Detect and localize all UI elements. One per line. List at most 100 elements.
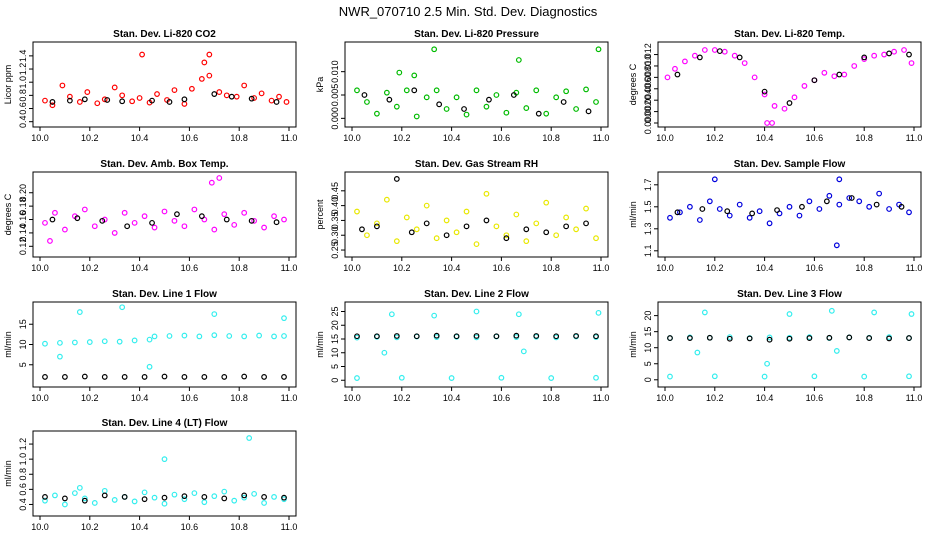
data-point	[453, 94, 460, 101]
data-point	[548, 375, 555, 381]
data-point	[124, 223, 131, 230]
y-tick-label: 0.010	[643, 55, 653, 78]
data-point	[393, 103, 400, 110]
panel-grid: Stan. Dev. Li-820 CO2 Licor ppm 10.0 10.2 10…	[3, 29, 922, 532]
data-point	[374, 333, 380, 340]
data-point	[146, 336, 153, 343]
data-point	[523, 226, 530, 233]
data-point	[593, 99, 599, 105]
data-point	[191, 206, 198, 213]
x-tick-label: 11.0	[593, 263, 610, 273]
data-point	[261, 374, 268, 380]
panel-10: Stan. Dev. Line 4 (LT) Flow ml/min 10.0 10.…	[3, 418, 297, 532]
data-point	[873, 201, 880, 208]
data-point	[473, 241, 480, 248]
data-point	[493, 333, 500, 340]
data-point	[383, 196, 390, 203]
data-point	[161, 373, 168, 380]
data-point	[664, 74, 671, 81]
y-tick-label: 0.6	[18, 483, 28, 496]
data-point	[483, 190, 490, 197]
data-point	[62, 226, 68, 233]
x-tick-label: 10.2	[706, 263, 724, 273]
y-tick-label: 1.1	[643, 245, 653, 258]
data-point	[831, 73, 838, 80]
data-point	[833, 242, 840, 249]
x-tick-label: 10.6	[806, 393, 824, 403]
x-tick-label: 10.4	[756, 393, 774, 403]
data-point	[423, 94, 430, 101]
data-point	[563, 214, 570, 221]
series-2-5-min	[359, 176, 589, 242]
data-point	[354, 208, 360, 215]
data-point	[436, 101, 443, 108]
data-point	[388, 311, 395, 318]
panel-title: Stan. Dev. Sample Flow	[734, 159, 846, 170]
data-point	[881, 51, 888, 58]
data-point	[206, 72, 213, 79]
data-point	[131, 219, 138, 226]
panel-title: Stan. Dev. Line 1 Flow	[112, 289, 217, 300]
data-point	[268, 97, 275, 104]
data-point	[513, 332, 520, 339]
y-tick-label: 25	[330, 306, 340, 316]
data-point	[741, 60, 748, 67]
x-tick-label: 10.8	[230, 133, 248, 143]
data-point	[216, 175, 223, 181]
data-point	[57, 353, 63, 360]
data-point	[81, 206, 88, 213]
data-point	[119, 304, 126, 311]
data-point	[841, 71, 848, 78]
data-point	[746, 214, 753, 221]
data-point	[796, 212, 803, 219]
data-point	[62, 495, 68, 502]
data-point	[221, 211, 228, 218]
data-point	[906, 51, 912, 58]
y-tick-label: 15	[643, 327, 653, 337]
x-tick-label: 10.0	[31, 522, 49, 532]
y-tick-label: 0.25	[330, 241, 340, 259]
x-tick-label: 10.0	[31, 393, 49, 403]
data-point	[543, 199, 550, 206]
series-all	[42, 51, 290, 109]
data-point	[836, 176, 843, 183]
plot-frame	[32, 430, 297, 517]
data-point	[201, 499, 208, 506]
plot-frame	[344, 171, 609, 258]
data-point	[251, 490, 258, 497]
y-tick-label: 0.002	[643, 100, 653, 123]
data-point	[583, 220, 589, 227]
x-tick-label: 10.4	[131, 133, 149, 143]
data-point	[563, 223, 570, 230]
y-tick-label: 0.16	[18, 211, 28, 229]
data-point	[786, 335, 793, 342]
data-point	[241, 494, 248, 501]
y-axis-label: degrees C	[3, 193, 13, 235]
data-point	[386, 96, 393, 103]
data-point	[154, 91, 160, 97]
data-point	[461, 106, 467, 112]
x-tick-label: 11.0	[281, 393, 298, 403]
data-point	[823, 198, 830, 205]
data-point	[443, 217, 450, 224]
data-point	[701, 47, 708, 53]
data-point	[593, 333, 599, 340]
data-point	[553, 232, 560, 239]
data-point	[515, 311, 522, 318]
data-point	[141, 374, 148, 380]
y-tick-label: 0.40	[330, 197, 340, 215]
data-point	[81, 495, 88, 502]
data-point	[246, 435, 253, 441]
data-point	[99, 217, 106, 224]
data-point	[281, 216, 287, 223]
data-point	[121, 209, 128, 216]
data-point	[836, 71, 843, 78]
data-point	[256, 332, 263, 339]
y-tick-label: 1.2	[18, 438, 28, 451]
plot-frame	[657, 301, 922, 388]
data-point	[223, 92, 230, 99]
panel-title: Stan. Dev. Amb. Box Temp.	[100, 159, 228, 170]
data-point	[515, 57, 522, 63]
data-point	[503, 232, 510, 239]
